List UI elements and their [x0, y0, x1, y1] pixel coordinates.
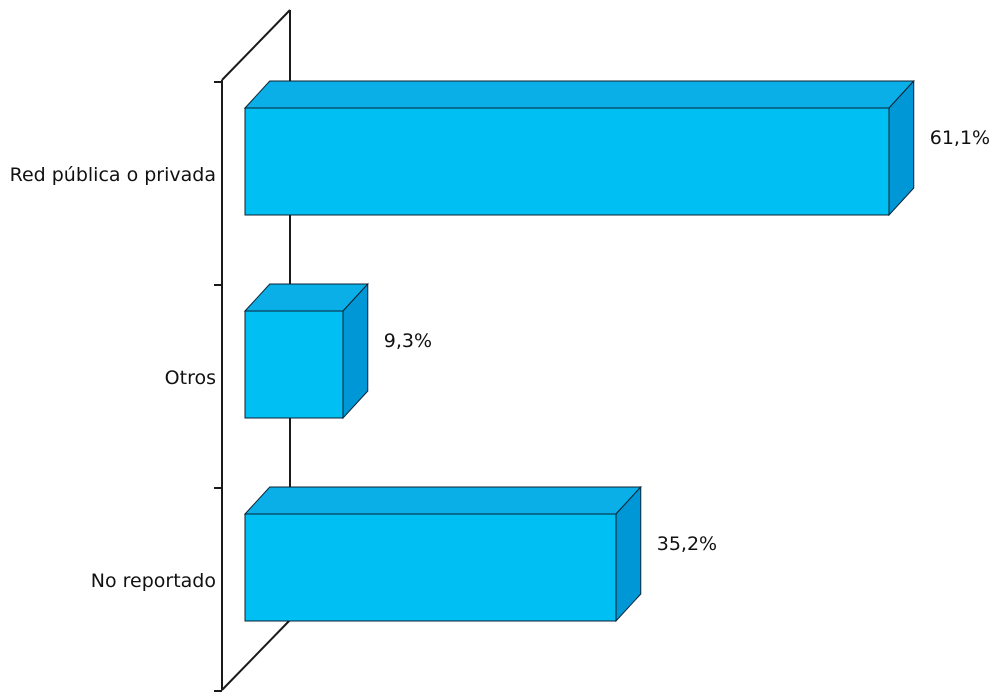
- bars-layer: [243, 79, 915, 623]
- value-label: 35,2%: [657, 533, 717, 555]
- bar-top: [243, 80, 915, 109]
- bar-front: [244, 513, 617, 622]
- category-label: No reportado: [91, 570, 216, 592]
- bar-front: [244, 107, 890, 216]
- category-label: Otros: [165, 367, 216, 389]
- category-label: Red pública o privada: [10, 164, 216, 186]
- bar-side: [615, 485, 642, 623]
- value-label: 61,1%: [930, 127, 990, 149]
- value-label: 9,3%: [384, 330, 432, 352]
- axis-top-diagonal: [221, 9, 291, 81]
- labels-layer: Red pública o privada 61,1% Otros 9,3% No re…: [10, 127, 991, 592]
- bar-side: [888, 79, 915, 217]
- bar-top: [243, 486, 642, 515]
- axis-bottom-diagonal: [221, 619, 291, 691]
- bar-side: [342, 282, 369, 420]
- bar-front: [244, 310, 344, 419]
